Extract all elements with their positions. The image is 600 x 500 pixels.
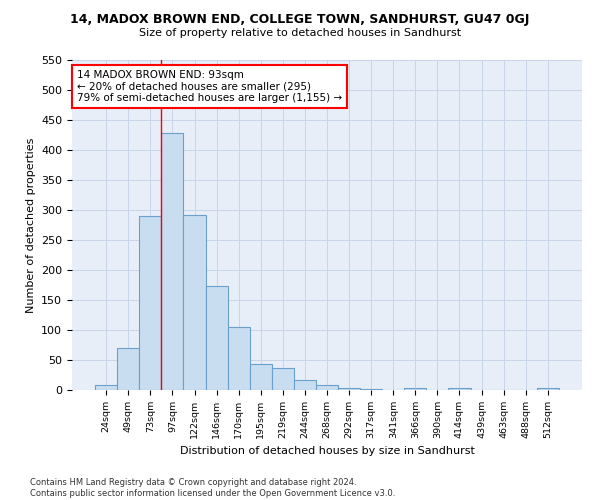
Y-axis label: Number of detached properties: Number of detached properties <box>26 138 35 312</box>
Bar <box>537 388 559 390</box>
Bar <box>117 348 139 390</box>
Bar <box>250 364 272 390</box>
Bar <box>360 389 382 390</box>
Bar <box>184 215 206 390</box>
Bar <box>206 286 227 390</box>
Bar <box>448 388 470 390</box>
Bar <box>338 388 360 390</box>
Bar <box>95 385 117 390</box>
Text: 14 MADOX BROWN END: 93sqm
← 20% of detached houses are smaller (295)
79% of semi: 14 MADOX BROWN END: 93sqm ← 20% of detac… <box>77 70 342 103</box>
Text: Size of property relative to detached houses in Sandhurst: Size of property relative to detached ho… <box>139 28 461 38</box>
Bar <box>294 380 316 390</box>
Bar <box>272 368 294 390</box>
X-axis label: Distribution of detached houses by size in Sandhurst: Distribution of detached houses by size … <box>179 446 475 456</box>
Bar <box>316 385 338 390</box>
Bar <box>227 327 250 390</box>
Bar <box>161 133 184 390</box>
Text: Contains HM Land Registry data © Crown copyright and database right 2024.
Contai: Contains HM Land Registry data © Crown c… <box>30 478 395 498</box>
Bar <box>404 388 427 390</box>
Text: 14, MADOX BROWN END, COLLEGE TOWN, SANDHURST, GU47 0GJ: 14, MADOX BROWN END, COLLEGE TOWN, SANDH… <box>70 12 530 26</box>
Bar <box>139 216 161 390</box>
